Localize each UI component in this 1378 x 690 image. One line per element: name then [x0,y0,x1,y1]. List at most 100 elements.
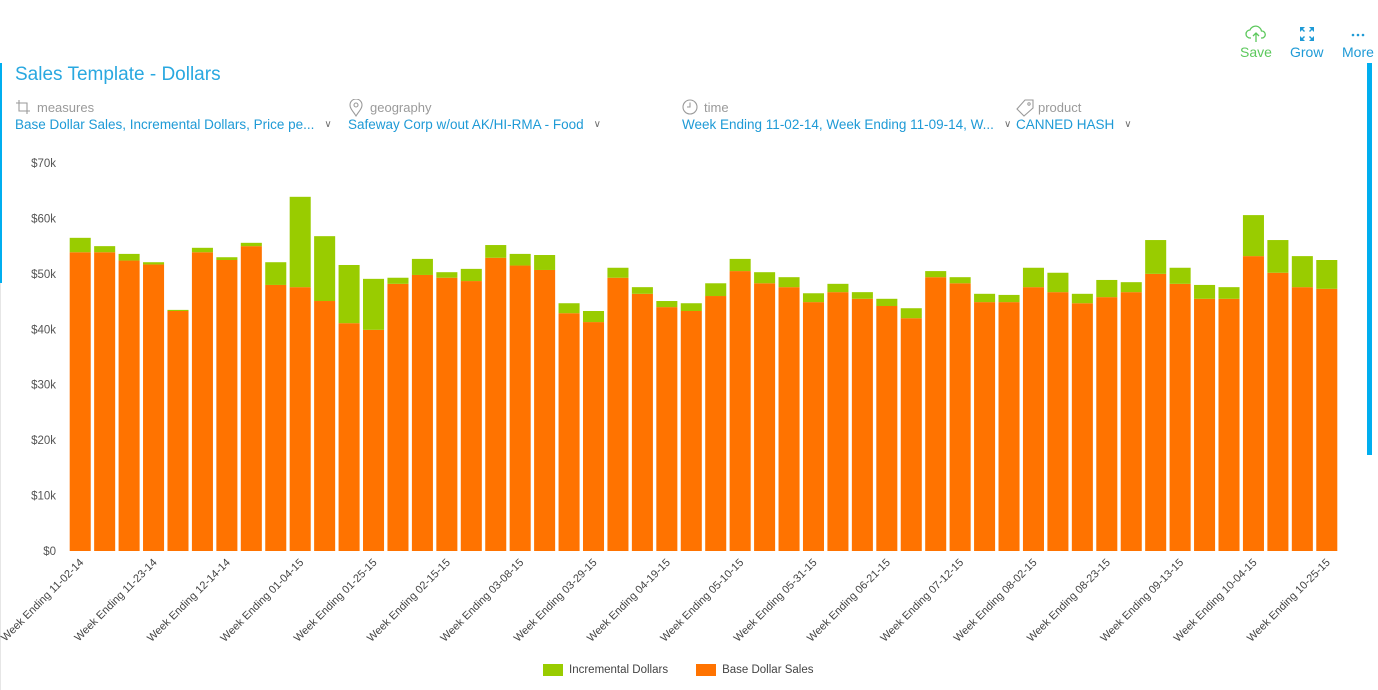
bar-incremental-dollars[interactable] [436,272,458,278]
bar-base-dollar-sales[interactable] [1047,292,1069,551]
bar-base-dollar-sales[interactable] [1071,303,1093,551]
bar-base-dollar-sales[interactable] [1267,272,1289,551]
bar-incremental-dollars[interactable] [974,293,996,303]
bar-incremental-dollars[interactable] [656,301,678,308]
bar-incremental-dollars[interactable] [118,253,140,261]
bar-incremental-dollars[interactable] [729,258,751,272]
bar-base-dollar-sales[interactable] [1316,288,1338,551]
bar-incremental-dollars[interactable] [167,309,189,311]
bar-incremental-dollars[interactable] [754,272,776,284]
bar-base-dollar-sales[interactable] [802,302,825,551]
bar-base-dollar-sales[interactable] [363,329,385,551]
bar-base-dollar-sales[interactable] [558,313,580,551]
bar-incremental-dollars[interactable] [1267,240,1289,273]
bar-base-dollar-sales[interactable] [876,306,898,551]
bar-incremental-dollars[interactable] [876,298,898,307]
bar-incremental-dollars[interactable] [191,247,213,253]
bar-base-dollar-sales[interactable] [851,298,873,551]
bar-base-dollar-sales[interactable] [387,283,409,551]
grow-button[interactable]: Grow [1290,24,1323,60]
more-button[interactable]: More [1342,24,1374,60]
legend-item-base[interactable]: Base Dollar Sales [696,664,813,676]
bar-base-dollar-sales[interactable] [778,287,800,551]
bar-incremental-dollars[interactable] [705,283,727,297]
bar-base-dollar-sales[interactable] [1291,287,1313,551]
bar-incremental-dollars[interactable] [1022,267,1044,288]
bar-incremental-dollars[interactable] [680,303,702,311]
filter-product[interactable]: product CANNED HASH ∨ [1016,97,1132,132]
bar-base-dollar-sales[interactable] [69,252,91,552]
bar-incremental-dollars[interactable] [998,294,1020,303]
bar-base-dollar-sales[interactable] [1169,283,1191,551]
bar-base-dollar-sales[interactable] [729,271,751,551]
bar-base-dollar-sales[interactable] [411,274,433,551]
bar-base-dollar-sales[interactable] [680,310,702,551]
bar-base-dollar-sales[interactable] [191,252,213,552]
bar-incremental-dollars[interactable] [387,277,409,284]
bar-base-dollar-sales[interactable] [436,277,458,551]
bar-base-dollar-sales[interactable] [705,296,727,551]
bar-incremental-dollars[interactable] [460,268,482,282]
chevron-down-icon[interactable]: ∨ [1003,119,1012,130]
bar-incremental-dollars[interactable] [925,271,947,278]
bar-incremental-dollars[interactable] [143,262,165,265]
filter-measures[interactable]: measures Base Dollar Sales, Incremental … [15,97,332,133]
bar-base-dollar-sales[interactable] [167,310,189,551]
bar-base-dollar-sales[interactable] [754,283,776,551]
bar-base-dollar-sales[interactable] [534,269,556,551]
bar-base-dollar-sales[interactable] [485,257,507,551]
bar-incremental-dollars[interactable] [778,277,800,288]
bar-base-dollar-sales[interactable] [1194,298,1216,551]
bar-incremental-dollars[interactable] [1316,260,1338,289]
bar-incremental-dollars[interactable] [900,308,922,319]
bar-base-dollar-sales[interactable] [1145,273,1167,551]
bar-incremental-dollars[interactable] [69,237,91,253]
bar-base-dollar-sales[interactable] [1218,298,1240,551]
bar-incremental-dollars[interactable] [827,283,849,293]
bar-incremental-dollars[interactable] [485,245,507,258]
vertical-scrollbar[interactable] [1367,63,1372,455]
bar-incremental-dollars[interactable] [411,258,433,275]
bar-base-dollar-sales[interactable] [94,252,116,552]
bar-incremental-dollars[interactable] [265,262,287,285]
bar-incremental-dollars[interactable] [1071,293,1093,304]
chevron-down-icon[interactable]: ∨ [1124,119,1132,130]
bar-incremental-dollars[interactable] [94,246,116,253]
bar-incremental-dollars[interactable] [1242,215,1264,257]
bar-incremental-dollars[interactable] [289,196,311,288]
bar-base-dollar-sales[interactable] [338,323,360,551]
chevron-down-icon[interactable]: ∨ [324,119,332,130]
bar-incremental-dollars[interactable] [1047,272,1069,293]
bar-base-dollar-sales[interactable] [1096,297,1118,551]
bar-incremental-dollars[interactable] [338,264,360,324]
bar-base-dollar-sales[interactable] [314,301,336,551]
bar-incremental-dollars[interactable] [314,236,336,302]
bar-incremental-dollars[interactable] [1096,279,1118,298]
bar-incremental-dollars[interactable] [509,253,531,266]
bar-incremental-dollars[interactable] [802,293,825,303]
bar-base-dollar-sales[interactable] [998,302,1020,551]
bar-base-dollar-sales[interactable] [631,293,653,551]
bar-incremental-dollars[interactable] [851,292,873,299]
bar-incremental-dollars[interactable] [216,257,238,260]
bar-incremental-dollars[interactable] [949,277,971,284]
legend-item-incremental[interactable]: Incremental Dollars [543,664,668,676]
bar-incremental-dollars[interactable] [631,287,653,294]
filter-geography[interactable]: geography Safeway Corp w/out AK/HI-RMA -… [348,97,601,132]
save-button[interactable]: Save [1240,24,1272,60]
bar-base-dollar-sales[interactable] [827,292,849,551]
bar-incremental-dollars[interactable] [1218,287,1240,299]
bar-incremental-dollars[interactable] [582,310,605,323]
bar-incremental-dollars[interactable] [363,278,385,330]
bar-base-dollar-sales[interactable] [240,246,262,551]
bar-base-dollar-sales[interactable] [900,318,922,551]
bar-base-dollar-sales[interactable] [289,287,311,551]
chevron-down-icon[interactable]: ∨ [593,119,601,130]
bar-base-dollar-sales[interactable] [118,260,140,551]
bar-base-dollar-sales[interactable] [1120,292,1142,551]
bar-base-dollar-sales[interactable] [509,265,531,551]
bar-base-dollar-sales[interactable] [607,277,629,551]
bar-base-dollar-sales[interactable] [582,322,605,551]
bar-base-dollar-sales[interactable] [925,277,947,551]
bar-incremental-dollars[interactable] [1291,256,1313,288]
